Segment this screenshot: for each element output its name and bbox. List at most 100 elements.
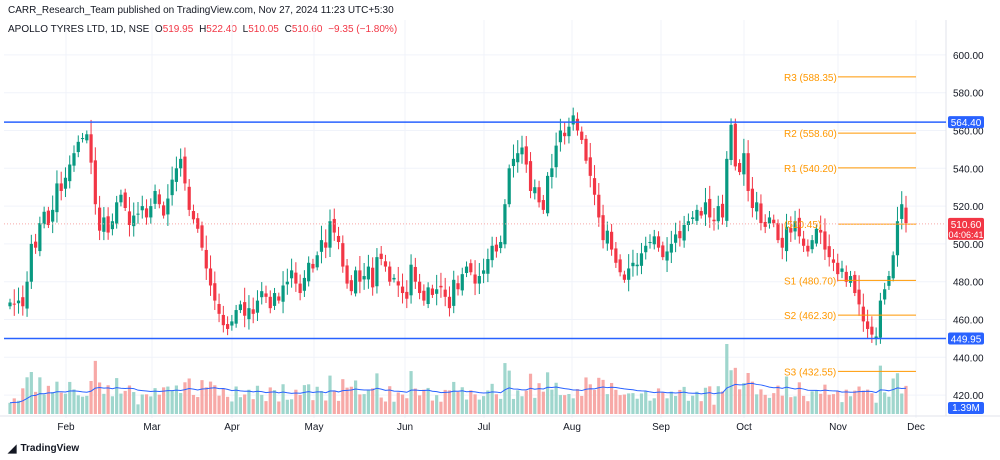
candle-body: [870, 326, 874, 335]
candle-body: [29, 243, 33, 282]
x-tick-label: Jun: [397, 422, 413, 433]
candle-body: [866, 321, 870, 329]
volume-bar: [793, 396, 797, 414]
volume-bar: [230, 401, 234, 414]
volume-bar: [499, 398, 503, 414]
candle-body: [72, 153, 76, 166]
volume-bar: [755, 394, 759, 414]
volume-bar: [98, 382, 102, 414]
candle-body: [682, 225, 686, 241]
volume-bar: [115, 378, 119, 414]
candle-body: [183, 156, 187, 184]
candle-body: [345, 265, 349, 284]
candle-body: [460, 274, 464, 291]
candle-body: [635, 264, 639, 267]
candle-body: [789, 228, 793, 233]
volume-bar: [68, 381, 72, 414]
candle-body: [187, 186, 191, 210]
candle-body: [456, 283, 460, 290]
volume-bar: [183, 382, 187, 414]
pivot-levels: R3 (588.35) R2 (558.60) R1 (540.20) (510.45…: [784, 73, 916, 378]
brand-name: TradingView: [20, 443, 80, 454]
candle-body: [294, 272, 298, 284]
candle-body: [243, 302, 247, 316]
candle-body: [115, 202, 119, 224]
volume-bar: [383, 401, 388, 414]
volume-bar: [290, 399, 294, 414]
x-tick-label: Dec: [907, 422, 925, 433]
candle-body: [34, 241, 38, 248]
volume-bar: [563, 395, 567, 414]
volume-bar: [234, 386, 238, 414]
volume-bar: [217, 395, 221, 414]
volume-bar: [580, 395, 584, 414]
candle-body: [290, 270, 294, 279]
volume-bar: [405, 398, 409, 414]
candle-body: [144, 208, 149, 218]
candle-body: [204, 249, 208, 269]
volume-bar: [29, 372, 33, 414]
volume-bar: [733, 367, 737, 414]
volume-bar: [571, 398, 575, 414]
candle-body: [665, 251, 669, 261]
pivot-label-r2: R2 (558.60): [784, 129, 837, 140]
candle-body: [708, 198, 712, 218]
volume-bar: [742, 383, 746, 414]
volume-bar: [874, 402, 878, 414]
candle-body: [494, 244, 498, 252]
candle-body: [452, 279, 456, 306]
y-tick-label: 440.00: [953, 353, 984, 364]
volume-bar: [311, 400, 315, 414]
volume-bar: [392, 401, 396, 414]
candle-body: [490, 245, 494, 261]
y-tick-label: 540.00: [953, 164, 984, 175]
volume-bar: [622, 394, 626, 414]
volume-bar: [767, 397, 772, 414]
volume-tag: [948, 402, 984, 414]
candle-body: [140, 206, 144, 211]
candle-body: [802, 238, 806, 246]
candle-body: [499, 242, 503, 249]
candles: [8, 107, 908, 346]
candle-body: [482, 270, 486, 274]
candle-body: [430, 288, 434, 295]
candle-body: [575, 118, 580, 131]
tradingview-logo[interactable]: ◢ TradingView: [8, 442, 79, 455]
volume-bar: [541, 391, 545, 414]
candle-body: [336, 235, 341, 243]
candle-body: [558, 130, 562, 143]
candle-body: [383, 261, 388, 267]
candle-body: [644, 245, 648, 253]
volume-bar: [371, 388, 375, 414]
volume-tag-label: 1.39M: [952, 403, 980, 414]
candle-body: [16, 300, 21, 304]
candle-body: [592, 178, 597, 195]
volume-bar: [558, 395, 562, 414]
resistance-tag: [948, 116, 984, 129]
volume-bar: [857, 386, 861, 414]
volume-bar: [328, 375, 332, 414]
volume-bar: [25, 377, 29, 414]
volume-bar: [119, 393, 123, 414]
volume-bar: [255, 385, 260, 414]
candle-body: [746, 153, 750, 191]
volume-bar: [883, 392, 887, 414]
candle-body: [392, 277, 396, 280]
y-tick-label: 420.00: [953, 391, 984, 402]
candle-body: [477, 276, 481, 284]
candle-body: [797, 217, 801, 237]
volume-bar: [191, 394, 196, 414]
volume-bar: [196, 397, 200, 414]
candle-body: [379, 253, 383, 260]
candle-body: [554, 145, 558, 168]
resistance-tag-label: 564.40: [951, 118, 982, 129]
volume-bar: [900, 393, 904, 414]
candle-body: [810, 240, 814, 250]
x-tick-label: Aug: [563, 422, 581, 433]
volume-bar: [16, 400, 21, 414]
candle-body: [302, 277, 306, 291]
volume-bar: [836, 391, 840, 414]
candle-body: [264, 293, 268, 297]
candle-body: [550, 168, 554, 177]
